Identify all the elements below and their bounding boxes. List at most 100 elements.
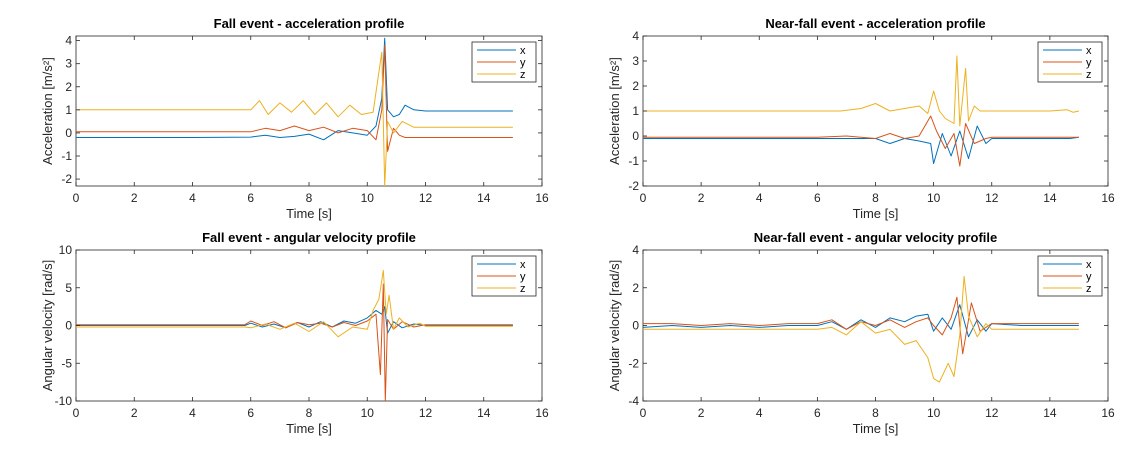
x-axis-label: Time [s] (286, 421, 332, 436)
x-tick-label: 0 (640, 406, 647, 420)
x-tick-label: 14 (477, 191, 491, 205)
x-tick-label: 8 (872, 191, 879, 205)
y-axis-label: Angular velocity [rad/s] (40, 260, 55, 392)
x-tick-label: 6 (247, 406, 254, 420)
legend-label-x: x (1086, 45, 1092, 57)
legend-label-y: y (1086, 57, 1092, 69)
chart-title: Fall event - acceleration profile (214, 16, 405, 31)
x-tick-label: 2 (698, 406, 705, 420)
chart-4: 0 2 4 6 8 10 12 14 16 -4 -2 0 2 4 Near-fall event - an… (607, 230, 1115, 436)
x-tick-label: 8 (872, 406, 879, 420)
x-tick-label: 6 (814, 191, 821, 205)
x-tick-label: 10 (361, 406, 375, 420)
y-tick-label: 2 (65, 80, 72, 94)
x-tick-label: 2 (131, 406, 138, 420)
x-axis-label: Time [s] (286, 206, 332, 221)
x-tick-label: 0 (73, 406, 80, 420)
chart-title: Near-fall event - angular velocity profi… (754, 230, 997, 245)
x-tick-label: 12 (985, 406, 999, 420)
y-tick-label: -1 (61, 149, 72, 163)
x-tick-label: 0 (640, 191, 647, 205)
y-axis-label: Angular velocity [rad/s] (607, 260, 622, 392)
y-tick-label: 3 (65, 57, 72, 71)
y-tick-label: 10 (59, 243, 73, 257)
x-tick-label: 16 (1101, 191, 1115, 205)
y-tick-label: 0 (632, 129, 639, 143)
series-line-y (643, 296, 1079, 355)
series-line-x (643, 304, 1079, 338)
x-tick-label: 6 (814, 406, 821, 420)
legend-label-z: z (1086, 283, 1092, 295)
x-axis-label: Time [s] (853, 206, 899, 221)
y-tick-label: -10 (55, 394, 73, 408)
legend-label-x: x (520, 45, 526, 57)
chart-3: 0 2 4 6 8 10 12 14 16 -10 -5 0 5 10 Fall event - angul… (40, 230, 549, 436)
x-tick-label: 6 (247, 191, 254, 205)
legend-label-y: y (520, 57, 526, 69)
x-tick-label: 16 (1101, 406, 1115, 420)
y-tick-label: 1 (632, 104, 639, 118)
x-tick-label: 10 (927, 406, 941, 420)
x-tick-label: 4 (756, 406, 763, 420)
y-tick-label: -2 (628, 179, 639, 193)
y-tick-label: 2 (632, 281, 639, 295)
legend-label-y: y (1086, 271, 1092, 283)
y-tick-label: 2 (632, 79, 639, 93)
series-line-y (643, 115, 1079, 167)
series-line-z (76, 269, 513, 338)
x-tick-label: 4 (756, 191, 763, 205)
x-tick-label: 8 (306, 191, 313, 205)
y-tick-label: 5 (65, 281, 72, 295)
series-line-x (643, 125, 1079, 164)
series-line-x (76, 306, 513, 334)
x-tick-label: 16 (535, 191, 549, 205)
y-tick-label: -2 (628, 356, 639, 370)
y-tick-label: -4 (628, 394, 639, 408)
x-tick-label: 8 (306, 406, 313, 420)
y-axis-label: Acceleration [m/s²] (607, 57, 622, 165)
y-axis-label: Acceleration [m/s²] (40, 57, 55, 165)
x-tick-label: 10 (361, 191, 375, 205)
x-tick-label: 0 (73, 191, 80, 205)
y-tick-label: 3 (632, 54, 639, 68)
y-tick-label: 0 (632, 319, 639, 333)
y-tick-label: 4 (632, 243, 639, 257)
chart-title: Fall event - angular velocity profile (202, 230, 416, 245)
x-tick-label: 12 (985, 191, 999, 205)
series-line-z (643, 55, 1080, 127)
series-line-z (76, 51, 513, 186)
x-tick-label: 12 (419, 191, 433, 205)
y-tick-label: -2 (61, 172, 72, 186)
x-tick-label: 16 (535, 406, 549, 420)
legend-label-z: z (520, 283, 526, 295)
series-line-x (76, 37, 513, 141)
x-tick-label: 14 (1043, 191, 1057, 205)
y-tick-label: 4 (65, 34, 72, 48)
series-line-y (76, 283, 513, 401)
x-tick-label: 12 (419, 406, 433, 420)
y-tick-label: 0 (65, 126, 72, 140)
legend-label-y: y (520, 271, 526, 283)
y-tick-label: -5 (61, 356, 72, 370)
x-tick-label: 2 (698, 191, 705, 205)
x-tick-label: 2 (131, 191, 138, 205)
legend-label-z: z (520, 69, 526, 81)
y-tick-label: 0 (65, 319, 72, 333)
chart-title: Near-fall event - acceleration profile (765, 16, 985, 31)
x-axis-label: Time [s] (853, 421, 899, 436)
x-tick-label: 4 (189, 191, 196, 205)
x-tick-label: 4 (189, 406, 196, 420)
legend-label-x: x (520, 259, 526, 271)
legend-label-x: x (1086, 259, 1092, 271)
x-tick-label: 14 (477, 406, 491, 420)
x-tick-label: 14 (1043, 406, 1057, 420)
x-tick-label: 10 (927, 191, 941, 205)
series-line-z (643, 275, 1079, 383)
y-tick-label: 1 (65, 103, 72, 117)
series-line-y (76, 44, 513, 152)
legend-label-z: z (1086, 69, 1092, 81)
y-tick-label: 4 (632, 29, 639, 43)
